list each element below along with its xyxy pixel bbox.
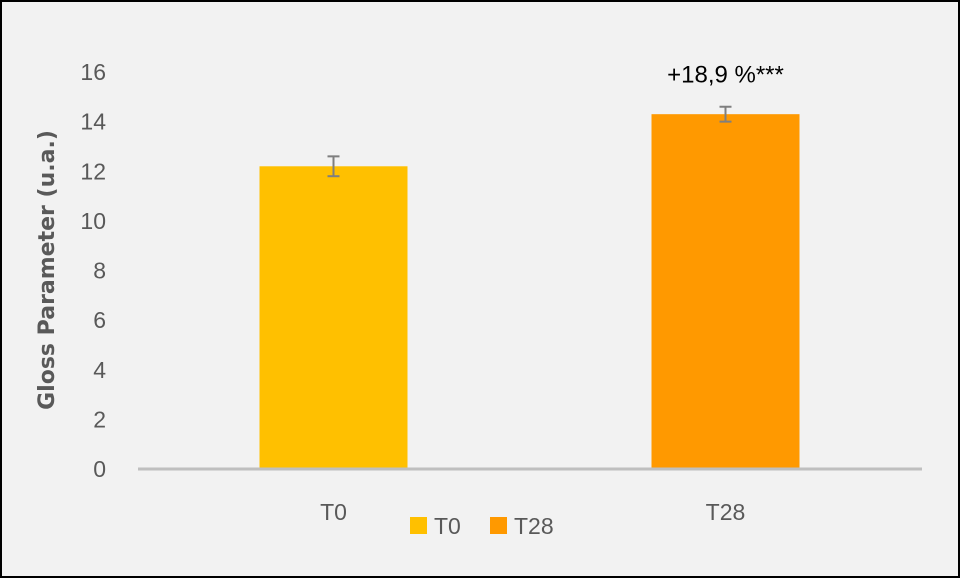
error-bar-t28 [719,105,732,123]
legend-item-t28: T28 [490,513,554,539]
significance-annotation: +18,9 %*** [667,62,784,89]
legend-label: T0 [434,513,461,539]
legend-item-t0: T0 [410,513,461,539]
legend-swatch [410,517,427,534]
x-tick-label: T28 [706,499,746,525]
x-axis-ticks: T0 T28 [320,499,745,525]
y-tick-label: 6 [93,307,106,333]
y-axis-ticks: 0 2 4 6 8 10 12 14 16 [80,59,106,482]
x-tick-label: T0 [320,499,347,525]
error-bar-t0 [327,155,340,178]
annotations: +18,9 %*** [667,62,784,89]
legend-swatch [490,517,507,534]
y-tick-label: 8 [93,258,106,284]
y-tick-label: 4 [93,357,106,383]
y-axis-label: Gloss Parameter (u.a.) [35,130,60,410]
y-tick-label: 10 [80,208,106,234]
y-tick-label: 2 [93,406,106,432]
y-tick-label: 0 [93,456,106,482]
legend-label: T28 [514,513,554,539]
bar-t0 [259,166,408,469]
y-tick-label: 12 [80,158,106,184]
legend: T0 T28 [410,513,554,539]
bars [259,114,800,470]
error-bars [327,105,732,178]
y-tick-label: 16 [80,59,106,85]
bar-t28 [651,114,800,470]
y-tick-label: 14 [80,109,106,135]
